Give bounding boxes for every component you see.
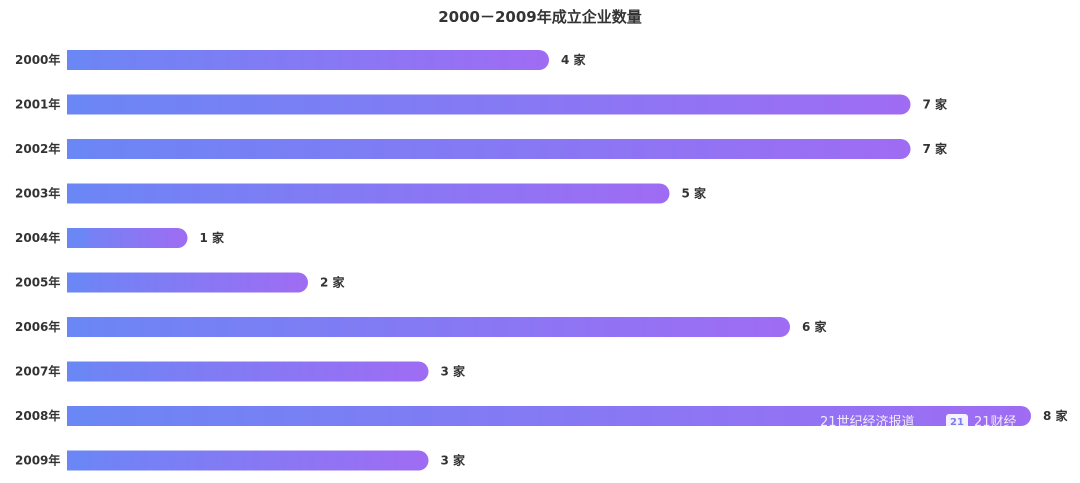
category-label: 2006年 <box>15 319 60 334</box>
value-label: 5 家 <box>682 186 708 201</box>
category-label: 2008年 <box>15 408 60 423</box>
bar-left-cap <box>67 361 87 382</box>
category-label: 2007年 <box>15 364 60 379</box>
category-label: 2003年 <box>15 186 60 201</box>
watermark-text: 21世纪经济报道 <box>820 415 915 430</box>
value-label: 2 家 <box>320 275 346 290</box>
watermark-brand: 21财经 <box>974 415 1017 430</box>
bar-left-cap <box>67 272 87 293</box>
category-label: 2000年 <box>15 52 60 67</box>
bar-left-cap <box>67 450 87 471</box>
category-label: 2009年 <box>15 453 60 468</box>
value-label: 6 家 <box>802 319 828 334</box>
value-label: 1 家 <box>200 230 226 245</box>
bar-left-cap <box>67 317 87 337</box>
bar-left-cap <box>67 228 87 248</box>
chart-title: 2000－2009年成立企业数量 <box>438 8 642 26</box>
bar <box>67 361 429 382</box>
category-label: 2001年 <box>15 97 60 112</box>
bars-layer: 2000年 4 家 2001年 7 家 2002年 7 家 2003年 5 家 2004年 1 家… <box>15 50 1069 471</box>
bar <box>67 406 1031 426</box>
watermark-badge-text: 21 <box>950 417 964 428</box>
bar <box>67 228 188 248</box>
value-label: 7 家 <box>923 97 949 112</box>
value-label: 3 家 <box>441 453 467 468</box>
bar <box>67 94 911 115</box>
watermark: 21世纪经济报道 21 21财经 <box>820 414 1017 430</box>
category-label: 2005年 <box>15 275 60 290</box>
bar <box>67 50 549 70</box>
category-label: 2002年 <box>15 141 60 156</box>
bar <box>67 272 308 293</box>
bar <box>67 139 911 159</box>
bar-left-cap <box>67 139 87 159</box>
bar-left-cap <box>67 183 87 204</box>
bar-left-cap <box>67 50 87 70</box>
bar <box>67 450 429 471</box>
watermark-badge <box>946 414 968 429</box>
value-label: 3 家 <box>441 364 467 379</box>
value-label: 8 家 <box>1043 408 1069 423</box>
bar <box>67 183 670 204</box>
bar-left-cap <box>67 94 87 115</box>
value-label: 4 家 <box>561 52 587 67</box>
bar-left-cap <box>67 406 87 426</box>
category-label: 2004年 <box>15 230 60 245</box>
bar <box>67 317 790 337</box>
value-label: 7 家 <box>923 141 949 156</box>
